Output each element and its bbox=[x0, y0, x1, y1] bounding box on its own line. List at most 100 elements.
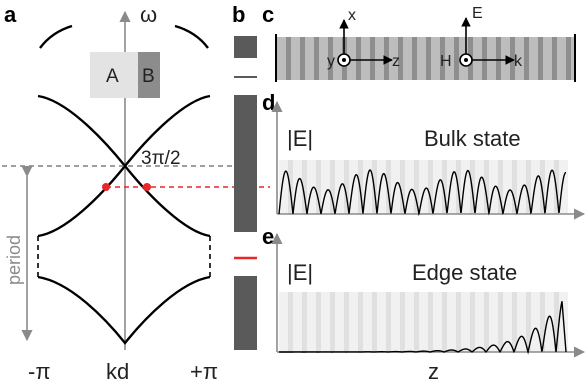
axis-label-z: z bbox=[392, 53, 400, 70]
layer-stripe-a bbox=[571, 37, 574, 80]
layer-stripe-a bbox=[347, 37, 356, 80]
layer-stripe-b bbox=[426, 37, 431, 80]
layer-stripe-a bbox=[545, 160, 554, 214]
layer-stripe-b bbox=[540, 160, 545, 214]
layer-stripe-a bbox=[517, 160, 526, 214]
layer-stripe-b bbox=[540, 292, 545, 352]
panel-e: e |E| Edge state z bbox=[262, 224, 585, 384]
edge-layer-background bbox=[279, 292, 568, 352]
layer-stripe-b bbox=[400, 292, 405, 352]
bulk-title: Bulk state bbox=[424, 126, 521, 151]
layer-stripe-a bbox=[503, 160, 512, 214]
panel-label-d: d bbox=[262, 90, 275, 115]
layer-stripe-b bbox=[524, 37, 529, 80]
axis-label-x: x bbox=[348, 7, 356, 24]
layer-stripe-a bbox=[473, 37, 482, 80]
layer-stripe-b bbox=[344, 292, 349, 352]
layer-stripe-a bbox=[307, 160, 316, 214]
layer-stripe-a bbox=[447, 160, 456, 214]
layer-stripe-b bbox=[398, 37, 403, 80]
layer-stripe-a bbox=[375, 37, 384, 80]
panel-label-b: b bbox=[232, 2, 245, 27]
x-tick-kd: kd bbox=[106, 359, 129, 384]
edge-title: Edge state bbox=[412, 260, 517, 285]
layer-stripe-b bbox=[552, 37, 557, 80]
layer-stripe-b bbox=[428, 292, 433, 352]
layer-stripe-b bbox=[372, 292, 377, 352]
layer-stripe-b bbox=[358, 292, 363, 352]
band-block-middle bbox=[234, 95, 257, 232]
band-top-left bbox=[39, 24, 73, 49]
layer-stripe-a bbox=[501, 37, 510, 80]
axis-label-h: H bbox=[440, 53, 452, 70]
y-axis-out-dot bbox=[342, 58, 346, 62]
axis-label-y: y bbox=[327, 53, 335, 70]
layer-stripe-b bbox=[498, 160, 503, 214]
layer-stripe-b bbox=[496, 37, 501, 80]
layer-stripe-a bbox=[335, 160, 344, 214]
layer-stripe-b bbox=[440, 37, 445, 80]
unit-cell-layer-a bbox=[90, 52, 138, 98]
layer-stripe-b bbox=[344, 160, 349, 214]
axis-label-k: k bbox=[514, 53, 523, 70]
layer-stripe-a bbox=[389, 37, 398, 80]
layer-stripe-b bbox=[300, 37, 305, 80]
omega-axis-label: ω bbox=[140, 2, 157, 27]
layer-stripe-a bbox=[293, 292, 302, 352]
layer-stripe-a bbox=[433, 292, 442, 352]
layer-stripe-b bbox=[456, 292, 461, 352]
layer-stripe-a bbox=[307, 292, 316, 352]
layer-stripe-b bbox=[412, 37, 417, 80]
layer-stripe-a bbox=[349, 160, 358, 214]
layer-stripe-b bbox=[356, 37, 361, 80]
layer-stripe-b bbox=[538, 37, 543, 80]
layer-stripe-b bbox=[526, 292, 531, 352]
layer-stripe-b bbox=[414, 292, 419, 352]
layer-stripe-a bbox=[279, 160, 288, 214]
layer-stripe-a bbox=[545, 292, 554, 352]
layer-stripe-b bbox=[442, 292, 447, 352]
panel-label-c: c bbox=[262, 2, 274, 27]
layer-stripe-a bbox=[489, 160, 498, 214]
bulk-state-point-left bbox=[102, 183, 110, 191]
layer-stripe-a bbox=[447, 292, 456, 352]
layer-stripe-b bbox=[328, 37, 333, 80]
layer-stripe-b bbox=[400, 160, 405, 214]
layer-stripe-a bbox=[277, 37, 286, 80]
unit-cell-label-b: B bbox=[142, 66, 155, 87]
x-tick-minus-pi: -π bbox=[28, 359, 51, 384]
bulk-state-point-right bbox=[143, 183, 151, 191]
layer-stripe-b bbox=[302, 292, 307, 352]
bulk-field-profile bbox=[278, 169, 567, 217]
layer-stripe-a bbox=[489, 292, 498, 352]
layer-stripe-a bbox=[517, 292, 526, 352]
layer-stripe-a bbox=[445, 37, 454, 80]
layer-stripe-b bbox=[470, 292, 475, 352]
layer-stripe-a bbox=[559, 160, 568, 214]
layer-stripe-a bbox=[349, 292, 358, 352]
layer-stripe-a bbox=[377, 292, 386, 352]
period-label: period bbox=[4, 235, 24, 285]
layer-stripe-a bbox=[279, 292, 288, 352]
layer-stripe-a bbox=[419, 292, 428, 352]
x-tick-plus-pi: +π bbox=[190, 359, 218, 384]
layer-stripe-b bbox=[370, 37, 375, 80]
layer-stripe-b bbox=[566, 37, 571, 80]
layer-stripe-b bbox=[288, 292, 293, 352]
layer-stripe-b bbox=[482, 37, 487, 80]
layer-stripe-a bbox=[363, 160, 372, 214]
layer-stripe-b bbox=[286, 37, 291, 80]
axis-label-e: E bbox=[472, 5, 483, 22]
panel-a: a ω A B 3π/2 period -π kd +π bbox=[2, 2, 270, 384]
layer-stripe-a bbox=[557, 37, 566, 80]
panel-label-a: a bbox=[4, 2, 17, 27]
layer-stripe-a bbox=[461, 160, 470, 214]
layer-stripe-b bbox=[314, 37, 319, 80]
panel-label-e: e bbox=[262, 224, 274, 249]
panel-c: c x y z E H k bbox=[262, 2, 576, 82]
layer-stripe-b bbox=[484, 292, 489, 352]
layer-stripe-b bbox=[330, 292, 335, 352]
crossing-label: 3π/2 bbox=[141, 148, 181, 169]
layer-stripe-a bbox=[529, 37, 538, 80]
